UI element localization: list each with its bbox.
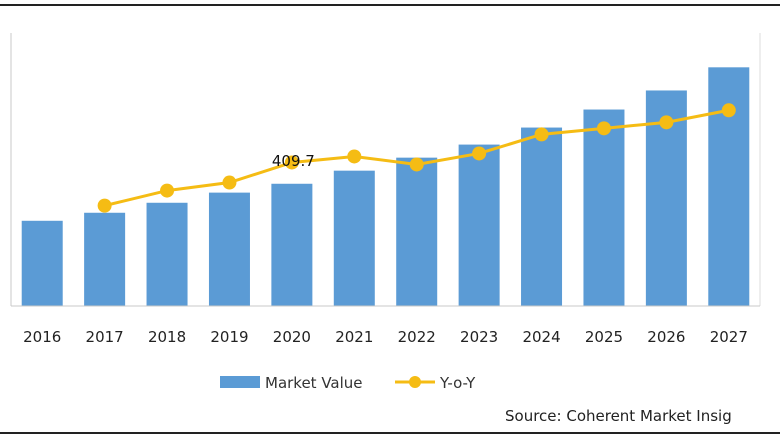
bar-2022: [396, 157, 438, 306]
yoy-point-2024: [534, 127, 549, 142]
bar-2020: [271, 183, 313, 306]
legend-market-value-swatch: [220, 376, 260, 388]
yoy-point-2017: [97, 198, 112, 213]
x-tick-label-2023: 2023: [460, 328, 498, 346]
bar-2023: [458, 144, 500, 306]
x-tick-label-2019: 2019: [210, 328, 248, 346]
x-tick-label-2017: 2017: [86, 328, 124, 346]
x-tick-label-2022: 2022: [398, 328, 436, 346]
bar-2021: [333, 170, 375, 306]
x-tick-label-2020: 2020: [273, 328, 311, 346]
yoy-point-2027: [721, 103, 736, 118]
x-tick-label-2021: 2021: [335, 328, 373, 346]
legend: Market Value Y-o-Y: [220, 374, 476, 392]
x-tick-label-2026: 2026: [647, 328, 685, 346]
yoy-point-2019: [222, 175, 237, 190]
yoy-point-2022: [409, 157, 424, 172]
legend-yoy-label: Y-o-Y: [439, 374, 476, 392]
x-tick-label-2025: 2025: [585, 328, 623, 346]
bar-2027: [708, 67, 750, 306]
yoy-point-2025: [596, 121, 611, 136]
x-tick-label-2018: 2018: [148, 328, 186, 346]
yoy-point-2021: [347, 149, 362, 164]
bar-2019: [208, 192, 250, 306]
yoy-point-2020: [284, 155, 299, 170]
legend-yoy-marker: [409, 376, 421, 388]
yoy-point-2018: [160, 183, 175, 198]
x-tick-label-2027: 2027: [710, 328, 748, 346]
yoy-point-2023: [472, 146, 487, 161]
bar-2017: [84, 212, 126, 306]
source-note: Source: Coherent Market Insig: [505, 407, 732, 425]
x-tick-label-2016: 2016: [23, 328, 61, 346]
bar-2024: [521, 127, 563, 306]
x-tick-label-2024: 2024: [522, 328, 560, 346]
data-label-2020: 409.7: [272, 152, 315, 170]
legend-market-value-label: Market Value: [265, 374, 363, 392]
bar-2018: [146, 202, 188, 306]
bar-2025: [583, 109, 625, 306]
bar-2016: [21, 220, 63, 306]
yoy-point-2026: [659, 115, 674, 130]
